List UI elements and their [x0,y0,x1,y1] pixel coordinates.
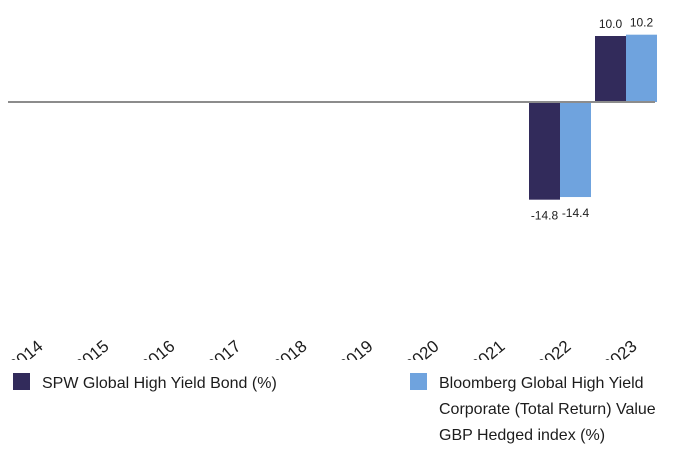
x-tick-label-2019: 2019 [335,337,376,360]
x-tick-label-2020: 2020 [401,337,442,360]
legend-swatch-spw [13,373,30,390]
legend-swatch-bloomberg [410,373,427,390]
x-tick-label-2021: 2021 [467,337,508,360]
bar-2023-series-1 [595,36,626,102]
data-label-2022-series-2: -14.4 [562,206,590,220]
x-tick-label-2022: 2022 [533,337,574,360]
x-tick-label-2023: 2023 [599,337,640,360]
x-tick-label-2018: 2018 [269,337,310,360]
bar-2023-series-2 [626,34,657,102]
bar-chart: -14.8 -14.4 10.0 10.2 2014 2015 2016 2017 2018 20… [5,16,657,360]
data-label-2023-series-1: 10.0 [599,17,623,31]
legend-item-spw: SPW Global High Yield Bond (%) [13,371,277,397]
x-tick-label-2017: 2017 [203,337,244,360]
legend-label-bloomberg: Bloomberg Global High Yield Corporate (T… [439,375,656,444]
legend-label-spw: SPW Global High Yield Bond (%) [42,375,277,392]
x-tick-label-2015: 2015 [71,337,112,360]
bar-2022-series-2 [560,102,591,198]
x-tick-label-2014: 2014 [5,337,46,360]
legend-item-bloomberg: Bloomberg Global High Yield Corporate (T… [410,371,689,449]
data-label-2022-series-1: -14.8 [531,209,559,223]
bar-2022-series-1 [529,102,560,200]
data-label-2023-series-2: 10.2 [630,16,654,30]
x-tick-label-2016: 2016 [137,337,178,360]
